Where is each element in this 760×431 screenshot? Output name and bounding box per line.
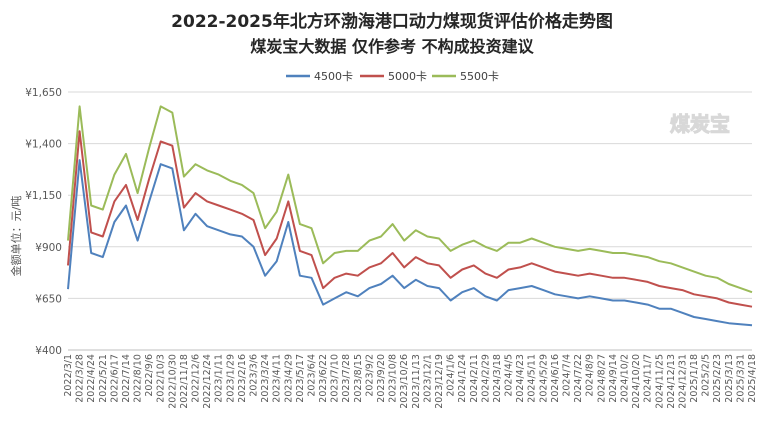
x-tick-label: 2022/10/3: [156, 354, 167, 403]
x-tick-label: 2024/3/18: [492, 354, 503, 403]
x-tick-label: 2023/5/17: [295, 354, 306, 403]
x-tick-label: 2022/12/24: [202, 354, 213, 409]
y-axis-label: 金额单位：元/吨: [9, 196, 23, 277]
x-tick-label: 2023/10/26: [399, 354, 410, 409]
x-tick-label: 2022/12/6: [191, 354, 202, 403]
y-tick-label: ¥400: [35, 345, 62, 357]
x-tick-label: 2024/1/24: [457, 354, 468, 403]
x-tick-label: 2025/4/18: [747, 354, 758, 403]
x-tick-label: 2022/4/24: [86, 354, 97, 403]
x-tick-label: 2022/11/18: [179, 354, 190, 409]
x-tick-label: 2024/5/11: [527, 354, 538, 403]
x-tick-label: 2024/8/9: [585, 354, 596, 397]
x-tick-label: 2023/4/11: [272, 354, 283, 403]
x-tick-label: 2023/12/19: [434, 354, 445, 409]
x-tick-label: 2023/10/8: [388, 354, 399, 403]
x-tick-label: 2024/8/27: [596, 354, 607, 403]
x-tick-label: 2024/12/13: [666, 354, 677, 409]
x-tick-label: 2023/9/20: [376, 354, 387, 403]
x-tick-label: 2024/10/20: [631, 354, 642, 409]
x-tick-label: 2024/2/29: [480, 354, 491, 403]
x-tick-label: 2024/2/11: [469, 354, 480, 403]
series-line-5500卡: [67, 105, 753, 294]
x-tick-label: 2024/7/22: [573, 354, 584, 403]
gridlines: [68, 91, 752, 351]
x-tick-label: 2023/3/6: [248, 354, 259, 397]
x-tick-label: 2022/8/10: [133, 354, 144, 403]
legend-label: 5500卡: [460, 70, 499, 83]
x-tick-label: 2024/6/16: [550, 354, 561, 403]
x-tick-label: 2023/7/28: [341, 354, 352, 403]
x-tick-label: 2023/4/29: [283, 354, 294, 403]
x-tick-label: 2023/3/24: [260, 354, 271, 403]
x-tick-label: 2023/9/2: [364, 354, 375, 397]
x-tick-label: 2022/7/14: [121, 354, 132, 403]
x-tick-label: 2024/4/23: [515, 354, 526, 403]
legend: 4500卡 5000卡 5500卡: [286, 70, 499, 83]
x-tick-label: 2024/5/29: [538, 354, 549, 403]
series-line-5000卡: [67, 130, 753, 308]
legend-label: 4500卡: [314, 70, 353, 83]
x-tick-label: 2022/5/21: [98, 354, 109, 403]
watermark: 煤炭宝: [670, 112, 730, 136]
x-tick-label: 2024/1/6: [446, 354, 457, 397]
x-tick-label: 2024/10/2: [619, 354, 630, 403]
x-tick-label: 2024/11/25: [654, 354, 665, 409]
x-tick-label: 2025/3/31: [735, 354, 746, 403]
y-tick-label: ¥1,400: [25, 139, 62, 151]
x-tick-label: 2023/6/22: [318, 354, 329, 403]
x-tick-label: 2024/4/5: [504, 354, 515, 397]
x-tick-label: 2023/1/11: [214, 354, 225, 403]
x-tick-label: 2023/12/1: [422, 354, 433, 403]
x-tick-label: 2023/8/15: [353, 354, 364, 403]
x-tick-label: 2023/6/4: [306, 354, 317, 397]
legend-label: 5000卡: [388, 70, 427, 83]
chart-subtitle: 煤炭宝大数据 仅作参考 不构成投资建议: [250, 37, 534, 56]
x-tick-label: 2024/7/4: [562, 354, 573, 397]
x-tick-label: 2023/2/16: [237, 354, 248, 403]
y-tick-label: ¥900: [35, 242, 62, 254]
y-tick-label: ¥1,650: [25, 87, 62, 99]
x-tick-label: 2025/2/23: [712, 354, 723, 403]
x-tick-label: 2022/9/6: [144, 354, 155, 397]
x-tick-label: 2023/11/13: [411, 354, 422, 409]
x-tick-label: 2022/3/28: [75, 354, 86, 403]
y-axis-ticks: ¥400 ¥650 ¥900 ¥1,150 ¥1,400 ¥1,650: [25, 87, 62, 357]
x-tick-label: 2022/3/1: [63, 354, 74, 397]
y-tick-label: ¥650: [35, 293, 62, 305]
series-layer: [67, 105, 753, 327]
x-tick-label: 2023/1/29: [225, 354, 236, 403]
x-tick-label: 2024/12/31: [677, 354, 688, 409]
series-line-4500卡: [67, 159, 753, 327]
x-axis-ticks: 2022/3/1 2022/3/28 2022/4/24 2022/5/21 2022/…: [63, 354, 758, 409]
x-tick-label: 2025/3/13: [724, 354, 735, 403]
x-tick-label: 2022/10/30: [167, 354, 178, 409]
y-tick-label: ¥1,150: [25, 190, 62, 202]
x-tick-label: 2025/2/5: [701, 354, 712, 397]
x-tick-label: 2024/11/7: [643, 354, 654, 403]
x-tick-label: 2025/1/18: [689, 354, 700, 403]
chart-title: 2022-2025年北方环渤海港口动力煤现货评估价格走势图: [171, 11, 613, 32]
x-tick-label: 2022/6/17: [109, 354, 120, 403]
x-tick-label: 2024/9/14: [608, 354, 619, 403]
x-tick-label: 2023/7/10: [330, 354, 341, 403]
